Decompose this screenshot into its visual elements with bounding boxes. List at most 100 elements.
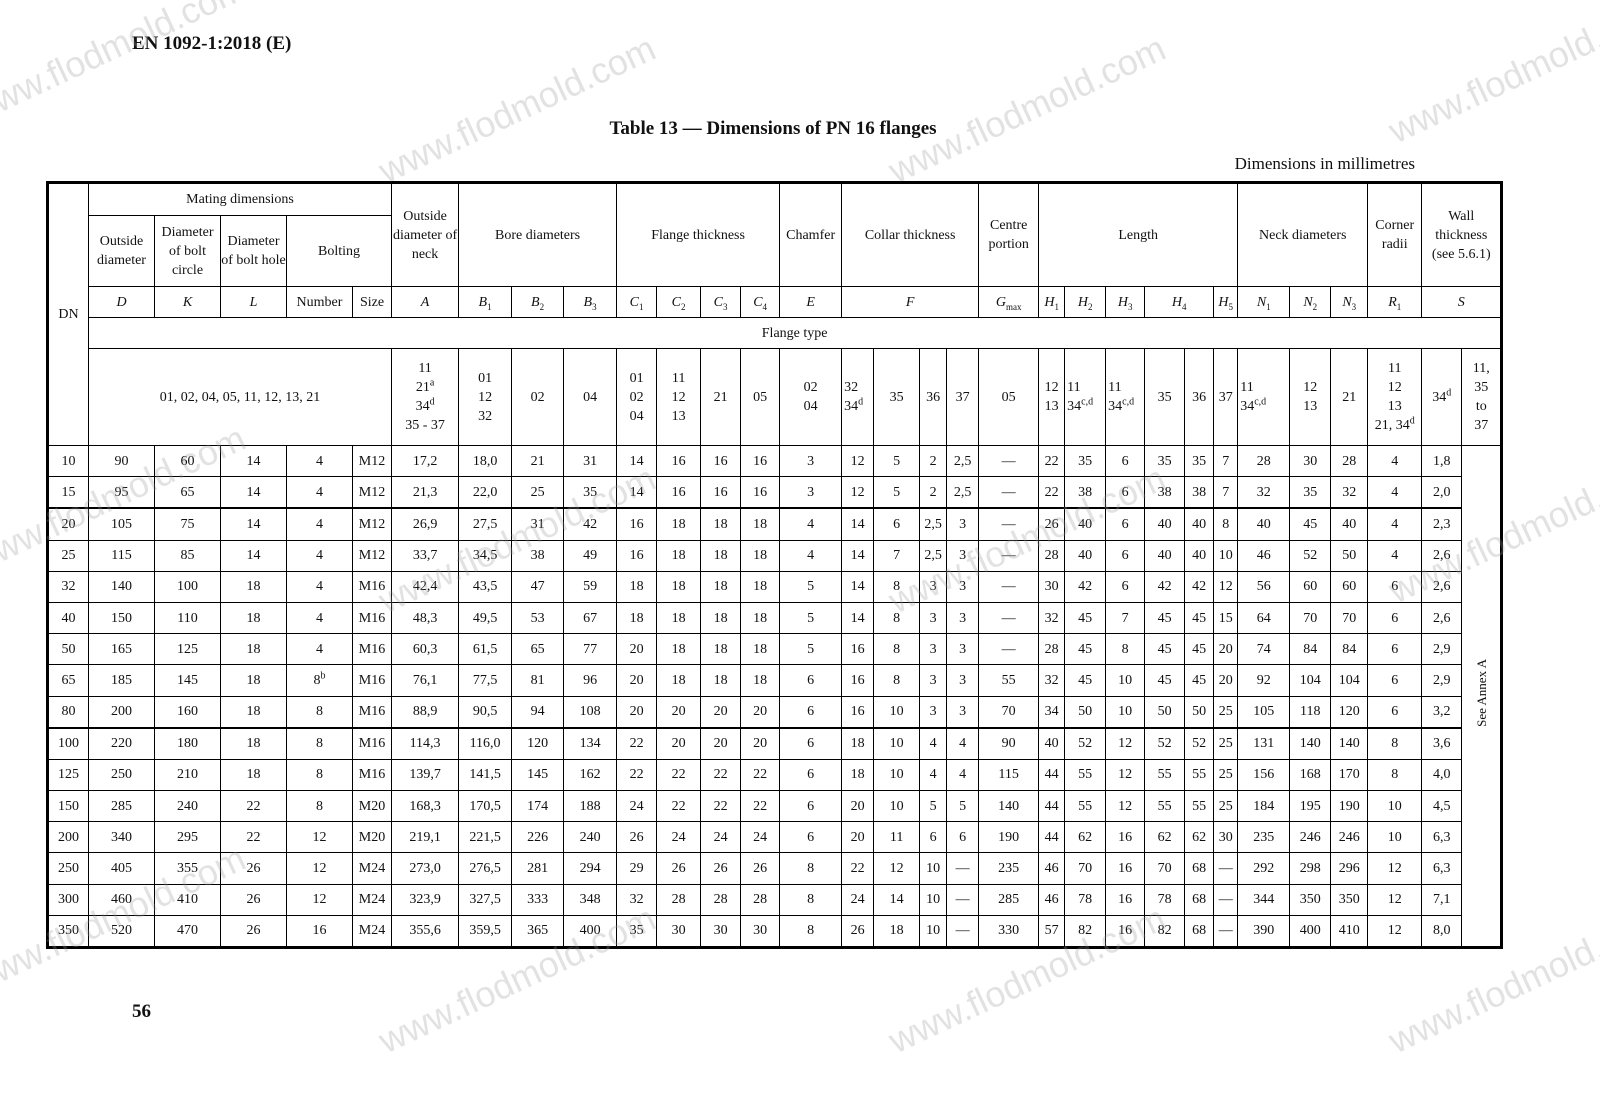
- value-cell: 12: [286, 821, 353, 854]
- value-cell: 8: [873, 601, 921, 635]
- value-cell: 59: [563, 570, 618, 603]
- value-cell: 26,9: [391, 507, 460, 541]
- value-cell: 12: [1367, 883, 1423, 916]
- value-cell: 28: [1330, 444, 1369, 478]
- symbol-gmax: Gmax: [978, 286, 1040, 318]
- value-cell: 45: [1184, 633, 1215, 666]
- value-cell: 4: [1367, 539, 1423, 572]
- value-cell: 68: [1184, 883, 1215, 916]
- symbol-n1: N1: [1237, 286, 1291, 318]
- flange-type-cell: 02: [511, 348, 565, 446]
- value-cell: 24: [700, 821, 742, 854]
- value-cell: 4: [919, 758, 948, 792]
- value-cell: 46: [1038, 883, 1066, 916]
- value-cell: 40: [1064, 507, 1107, 541]
- value-cell: 85: [154, 539, 221, 572]
- value-cell: 52: [1184, 727, 1215, 760]
- value-cell: 60: [1289, 570, 1332, 603]
- symbol-s: S: [1421, 286, 1503, 318]
- symbol-h1: H1: [1038, 286, 1066, 318]
- value-cell: 22: [220, 821, 287, 854]
- value-cell: 140: [1330, 727, 1369, 760]
- value-cell: 6: [1367, 664, 1423, 697]
- value-cell: 30: [1289, 444, 1332, 478]
- value-cell: 12: [841, 444, 875, 478]
- value-cell: 16: [700, 476, 742, 510]
- value-cell: 2,5: [946, 476, 980, 510]
- value-cell: 22: [700, 758, 742, 792]
- value-cell: 6: [779, 664, 843, 697]
- value-cell: M12: [351, 444, 393, 478]
- table-row: 150 285 240 22 8 M20 168,3 170,5 174 188 24 22 22 22 6…: [47, 790, 1502, 823]
- value-cell: 55: [1064, 790, 1107, 823]
- value-cell: 18: [656, 507, 702, 541]
- value-cell: 18: [740, 664, 781, 697]
- value-cell: 40: [1064, 539, 1107, 572]
- value-cell: 95: [88, 476, 155, 510]
- symbol-c2: C2: [656, 286, 702, 318]
- value-cell: 15: [1213, 601, 1239, 635]
- value-cell: 100: [154, 570, 221, 603]
- dn-cell: 10: [47, 444, 89, 478]
- table-row: 200 340 295 22 12 M20 219,1 221,5 226 240 26 24 24 24…: [47, 821, 1502, 854]
- value-cell: 18: [700, 601, 742, 635]
- table-row: 20 105 75 14 4 M12 26,9 27,5 31 42 16 18 18 18 4 14 6 2,5…: [47, 507, 1502, 541]
- value-cell: 18: [740, 507, 781, 541]
- value-cell: 10: [1367, 821, 1423, 854]
- value-cell: 10: [873, 695, 921, 729]
- value-cell: 26: [841, 914, 875, 949]
- value-cell: 235: [978, 852, 1040, 885]
- table-row: 350 520 470 26 16 M24 355,6 359,5 365 400 35 30 30 30…: [47, 914, 1502, 949]
- value-cell: 20: [841, 790, 875, 823]
- dn-cell: 40: [47, 601, 89, 635]
- value-cell: 25: [1213, 727, 1239, 760]
- value-cell: 219,1: [391, 821, 460, 854]
- value-cell: 323,9: [391, 883, 460, 916]
- value-cell: 45: [1144, 664, 1186, 697]
- value-cell: 20: [1213, 633, 1239, 666]
- symbol-k: K: [154, 286, 221, 318]
- value-cell: 5: [919, 790, 948, 823]
- value-cell: 32: [616, 883, 658, 916]
- value-cell: 6: [1105, 570, 1146, 603]
- value-cell: 30: [1038, 570, 1066, 603]
- value-cell: 4: [1367, 476, 1423, 510]
- symbol-r1: R1: [1367, 286, 1423, 318]
- value-cell: 20: [616, 633, 658, 666]
- value-cell: 18: [220, 758, 287, 792]
- value-cell: 90,5: [458, 695, 513, 729]
- value-cell: 16: [1105, 821, 1146, 854]
- value-cell: 8: [873, 664, 921, 697]
- value-cell: 45: [1184, 601, 1215, 635]
- value-cell: 210: [154, 758, 221, 792]
- value-cell: 200: [88, 695, 155, 729]
- value-cell: 96: [563, 664, 618, 697]
- flange-type-cell: 11 12 13: [656, 348, 702, 446]
- neck-outside-header: Outside diameter of neck: [391, 182, 460, 287]
- value-cell: 46: [1237, 539, 1291, 572]
- value-cell: 42,4: [391, 570, 460, 603]
- length-header: Length: [1038, 182, 1239, 287]
- symbol-size: Size: [351, 286, 393, 318]
- value-cell: 296: [1330, 852, 1369, 885]
- value-cell: 6: [1105, 539, 1146, 572]
- value-cell: 520: [88, 914, 155, 949]
- value-cell: —: [1213, 914, 1239, 949]
- value-cell: 18: [841, 758, 875, 792]
- value-cell: 168,3: [391, 790, 460, 823]
- value-cell: 44: [1038, 790, 1066, 823]
- value-cell: 46: [1038, 852, 1066, 885]
- value-cell: 48,3: [391, 601, 460, 635]
- value-cell: 295: [154, 821, 221, 854]
- value-cell: 134: [563, 727, 618, 760]
- value-cell: 49: [563, 539, 618, 572]
- value-cell: 50: [1184, 695, 1215, 729]
- value-cell: 10: [1213, 539, 1239, 572]
- value-cell: 350: [1289, 883, 1332, 916]
- value-cell: 14: [220, 444, 287, 478]
- value-cell: 8: [1367, 758, 1423, 792]
- value-cell: 114,3: [391, 727, 460, 760]
- value-cell: 26: [220, 852, 287, 885]
- value-cell: 30: [740, 914, 781, 949]
- value-cell: 2,6: [1421, 601, 1463, 635]
